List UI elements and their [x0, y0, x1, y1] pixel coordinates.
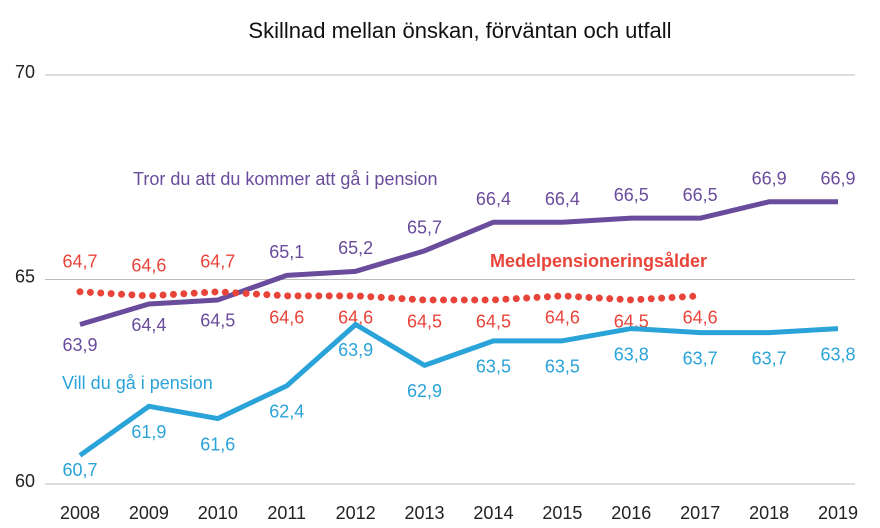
data-label: 65,7: [407, 218, 442, 238]
data-label: 65,2: [338, 238, 373, 258]
y-tick-label: 65: [15, 266, 35, 286]
data-label: 61,6: [200, 434, 235, 454]
series-line: [79, 199, 838, 327]
data-label: 63,9: [62, 335, 97, 355]
data-label: 62,4: [269, 402, 304, 422]
data-label: 65,1: [269, 242, 304, 262]
y-tick-label: 70: [15, 62, 35, 82]
data-label: 64,6: [269, 308, 304, 328]
data-label: 64,5: [476, 312, 511, 332]
x-tick-label: 2009: [129, 503, 169, 523]
x-tick-label: 2014: [473, 503, 513, 523]
data-label: 63,7: [683, 348, 718, 368]
data-label: 63,8: [820, 344, 855, 364]
data-label: 66,9: [820, 169, 855, 189]
chart-title: Skillnad mellan önskan, förväntan och ut…: [248, 18, 671, 43]
x-tick-label: 2010: [198, 503, 238, 523]
data-label: 64,7: [200, 252, 235, 272]
x-tick-label: 2016: [611, 503, 651, 523]
x-tick-label: 2011: [267, 503, 306, 523]
x-tick-label: 2008: [60, 503, 100, 523]
data-label: 64,6: [683, 308, 718, 328]
series-name: Tror du att du kommer att gå i pension: [133, 169, 437, 189]
data-label: 63,8: [614, 344, 649, 364]
data-label: 66,5: [683, 185, 718, 205]
data-label: 66,4: [545, 189, 580, 209]
data-label: 64,6: [131, 256, 166, 276]
data-label: 64,7: [62, 252, 97, 272]
data-label: 66,9: [752, 169, 787, 189]
data-label: 63,9: [338, 340, 373, 360]
data-label: 62,9: [407, 381, 442, 401]
data-label: 66,4: [476, 189, 511, 209]
data-label: 64,4: [131, 315, 166, 335]
series-name: Vill du gå i pension: [62, 373, 213, 393]
data-label: 64,5: [407, 312, 442, 332]
data-label: 63,5: [545, 357, 580, 377]
x-tick-label: 2013: [405, 503, 445, 523]
data-label: 63,7: [752, 348, 787, 368]
data-label: 66,5: [614, 185, 649, 205]
x-tick-label: 2019: [818, 503, 858, 523]
series-name: Medelpensioneringsålder: [490, 251, 707, 271]
x-tick-label: 2018: [749, 503, 789, 523]
x-tick-label: 2017: [680, 503, 720, 523]
data-label: 64,6: [338, 308, 373, 328]
y-tick-label: 60: [15, 471, 35, 491]
series-line: [76, 288, 704, 304]
data-label: 60,7: [62, 460, 97, 480]
series-line: [78, 321, 839, 458]
data-label: 64,6: [545, 308, 580, 328]
data-label: 63,5: [476, 357, 511, 377]
x-tick-label: 2012: [336, 503, 376, 523]
x-tick-label: 2015: [542, 503, 582, 523]
data-label: 61,9: [131, 422, 166, 442]
data-label: 64,5: [200, 311, 235, 331]
